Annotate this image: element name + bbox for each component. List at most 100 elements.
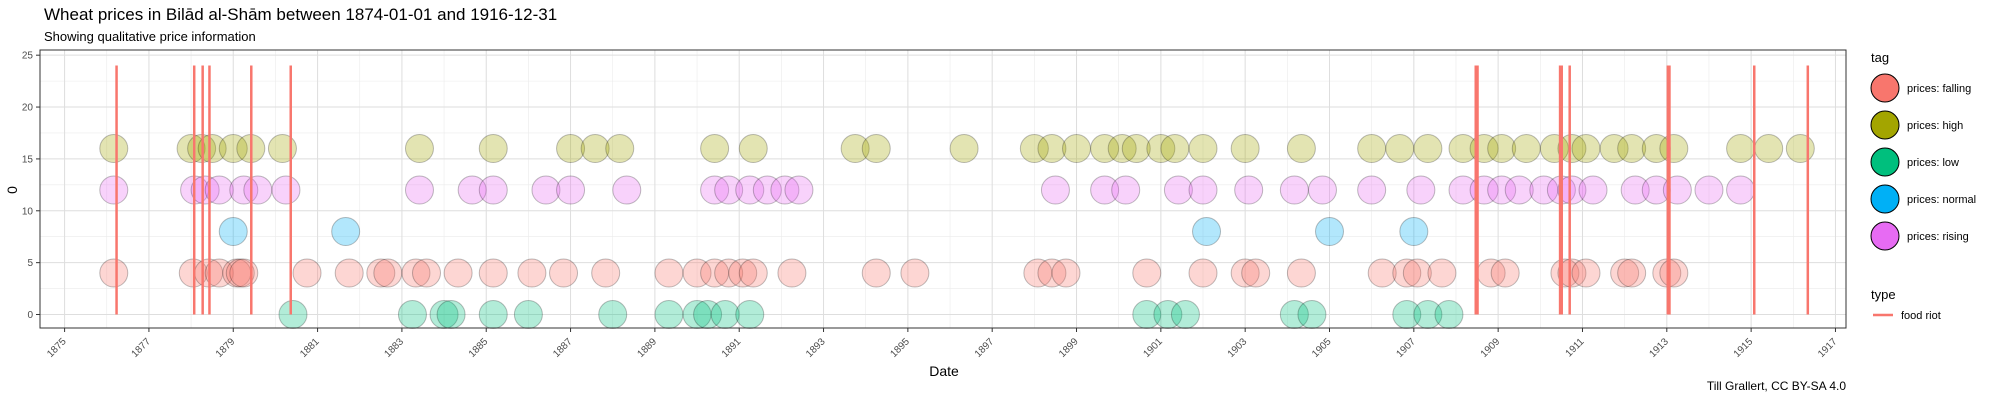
y-axis: 0 5 10 15 20 25 [22,51,40,321]
point-prices-falling [1392,258,1422,288]
y-tick-label: 25 [22,51,34,62]
point-prices-rising [1307,175,1337,205]
legend-food-riot-label: food riot [1901,310,1941,322]
point-prices-low [478,300,508,330]
x-tick-label: 1887 [551,336,575,360]
point-prices-high [1571,134,1601,164]
y-tick-label: 5 [27,258,33,269]
point-prices-high [1160,134,1190,164]
point-prices-rising [1188,175,1218,205]
point-prices-rising [478,175,508,205]
x-tick-label: 1907 [1394,336,1418,360]
point-prices-falling [861,258,891,288]
plot-border [39,49,1847,329]
point-prices-high [1413,134,1443,164]
point-prices-low [735,300,765,330]
plot-area: 1875 1877 1879 1881 1883 1885 1887 1889 1891 1893… [22,49,1847,360]
point-prices-rising [1578,175,1608,205]
x-tick-label: 1903 [1226,336,1250,360]
x-axis: 1875 1877 1879 1881 1883 1885 1887 1889 1891 1893… [45,328,1840,360]
point-prices-falling [401,258,431,288]
x-tick-label: 1917 [1816,336,1840,360]
point-prices-low [1279,300,1309,330]
point-prices-rising [1726,175,1756,205]
point-prices-rising [752,175,782,205]
point-prices-falling [1367,258,1397,288]
x-tick-label: 1891 [720,336,744,360]
point-prices-rising [714,175,744,205]
x-tick-label: 1913 [1647,336,1671,360]
point-prices-high [197,134,227,164]
point-prices-rising [1234,175,1264,205]
point-prices-high [176,134,206,164]
point-prices-low [1153,300,1183,330]
legend-swatch-prices-rising [1870,221,1900,251]
point-prices-low [278,300,308,330]
point-prices-high [1599,134,1629,164]
point-prices-rising [770,175,800,205]
x-tick-label: 1881 [298,336,322,360]
point-prices-falling [99,258,129,288]
point-prices-rising [1111,175,1141,205]
point-prices-high [1659,134,1689,164]
legend-label-prices-normal: prices: normal [1907,194,1976,206]
point-prices-rising [404,175,434,205]
x-tick-label: 1897 [973,336,997,360]
point-prices-falling [738,258,768,288]
point-prices-high [861,134,891,164]
point-prices-falling [714,258,744,288]
point-prices-high [1385,134,1415,164]
point-prices-falling [1037,258,1067,288]
point-prices-rising [271,175,301,205]
point-prices-falling [549,258,579,288]
point-prices-rising [1620,175,1650,205]
chart-title: Wheat prices in Bilād al-Shām between 18… [44,5,557,24]
point-prices-falling [225,258,255,288]
point-prices-low [693,300,723,330]
point-prices-falling [654,258,684,288]
point-prices-falling [334,258,364,288]
point-prices-high [1230,134,1260,164]
legend-label-prices-falling: prices: falling [1907,83,1971,95]
legend-swatch-prices-normal [1870,184,1900,214]
point-prices-falling [229,258,259,288]
point-prices-normal [1314,217,1344,247]
point-prices-high [1286,134,1316,164]
legend-label-prices-low: prices: low [1907,157,1959,169]
point-prices-high [1037,134,1067,164]
point-prices-low [598,300,628,330]
point-prices-falling [373,258,403,288]
point-prices-falling [1610,258,1640,288]
point-prices-falling [517,258,547,288]
point-prices-normal [1192,217,1222,247]
point-prices-high [1188,134,1218,164]
point-prices-rising [457,175,487,205]
point-prices-high [605,134,635,164]
point-prices-rising [1694,175,1724,205]
y-tick-label: 10 [22,206,34,217]
point-prices-rising [190,175,220,205]
point-prices-high [1726,134,1756,164]
point-prices-rising [1163,175,1193,205]
point-prices-rising [1406,175,1436,205]
point-prices-falling [411,258,441,288]
plot-panel [39,49,1847,329]
point-prices-high [1617,134,1647,164]
point-prices-high [1107,134,1137,164]
point-prices-rising [531,175,561,205]
point-prices-rising [1279,175,1309,205]
point-prices-falling [1557,258,1587,288]
x-tick-label: 1889 [635,336,659,360]
point-prices-rising [99,175,129,205]
point-prices-high [580,134,610,164]
legend-label-prices-rising: prices: rising [1907,231,1969,243]
point-prices-high [556,134,586,164]
point-prices-falling [900,258,930,288]
food-riot-lines [115,65,1810,315]
x-tick-label: 1883 [383,336,407,360]
point-prices-rising [700,175,730,205]
point-prices-high [1062,134,1092,164]
point-prices-rising [556,175,586,205]
x-tick-label: 1895 [888,336,912,360]
